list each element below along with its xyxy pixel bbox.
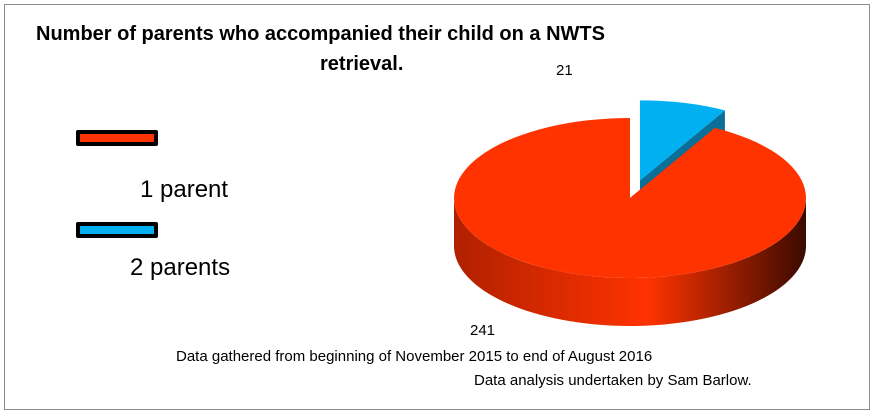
legend-label-1-parent: 1 parent [140, 176, 229, 203]
footnote-analysis-by: Data analysis undertaken by Sam Barlow. [474, 372, 752, 389]
legend-label-2-parents: 2 parents [130, 254, 231, 281]
chart-title-line-1: Number of parents who accompanied their … [36, 23, 605, 45]
chart-title-line-2: retrieval. [320, 53, 404, 75]
pie-slice-2-parents [639, 100, 725, 181]
legend-swatch-1-parent [76, 130, 158, 146]
legend-swatch-2-parents [76, 222, 158, 238]
footnote-data-gathered: Data gathered from beginning of November… [176, 348, 653, 365]
pie-slice-1-parent [454, 117, 807, 278]
data-label-1-parent: 241 [470, 322, 496, 339]
slice-side-1-parent-0 [454, 198, 806, 326]
data-label-2-parents: 21 [556, 62, 573, 79]
